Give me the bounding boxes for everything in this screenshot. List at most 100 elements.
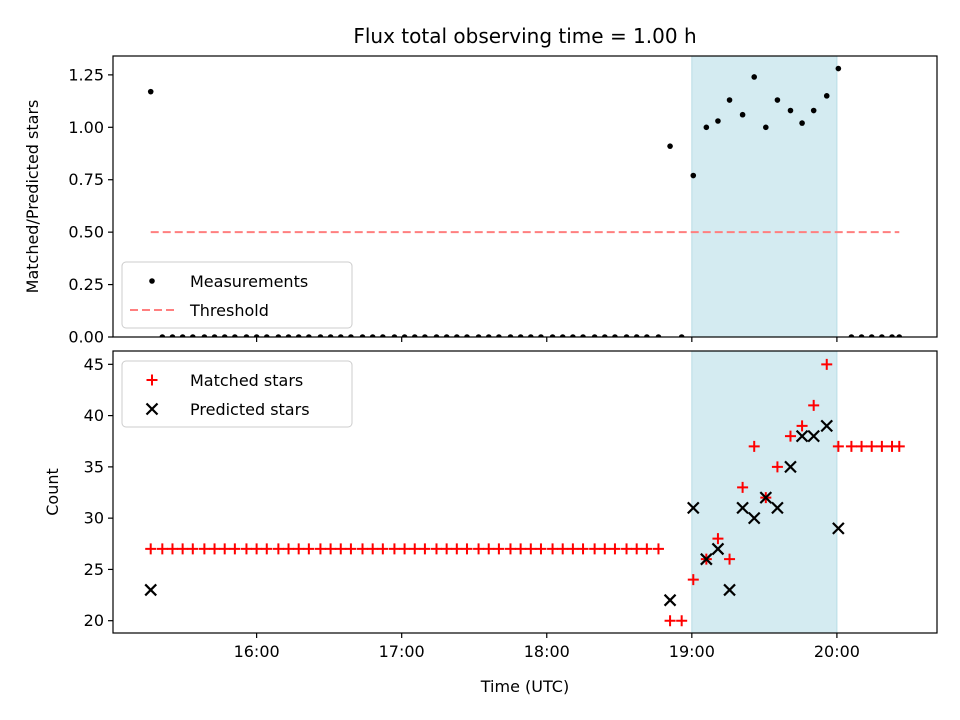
top-measurements-point-66 [868,334,875,337]
x-tick-label-3: 19:00 [669,642,715,661]
top-measurements-point-18 [337,334,344,337]
bottom-predicted-stars-point-5 [723,583,736,597]
top-measurements-point-8 [232,334,238,337]
bottom-matched-stars-point-0 [145,543,157,555]
top-measurements-point-14 [295,334,302,337]
bottom-matched-stars-point-31 [473,543,485,555]
bottom-matched-stars-point-20 [357,543,369,555]
bottom-matched-stars-point-63 [832,440,844,452]
top-measurements-point-10 [253,334,260,337]
bottom-matched-stars-point-6 [209,543,221,555]
top-measurements-point-29 [454,334,460,337]
top-measurements-point-35 [517,334,524,337]
bottom-matched-stars-point-12 [272,543,284,555]
bottom-matched-stars-point-14 [293,543,305,555]
bottom-y-tick-label-3: 35 [84,457,104,476]
bottom-matched-stars-point-55 [737,481,749,493]
x-tick-label-4: 20:00 [814,642,860,661]
top-measurements-point-45 [623,334,630,337]
bottom-matched-stars-point-35 [515,543,527,555]
bottom-predicted-stars-point-7 [747,511,761,525]
bottom-legend-label-predicted-stars: Predicted stars [190,400,310,419]
top-measurements-point-63 [835,65,842,72]
bottom-matched-stars-point-15 [303,543,315,555]
bottom-axes-frame [112,350,938,634]
top-measurements-point-54 [726,97,733,103]
top-y-tick-label-4: 1.00 [68,118,104,137]
top-y-tick-label-5: 1.25 [68,65,104,84]
top-measurements-point-34 [507,334,514,337]
bottom-legend: Matched stars Predicted stars [121,360,353,428]
top-measurements-point-22 [380,334,386,337]
top-measurements-point-56 [751,74,758,80]
top-measurements-point-69 [896,334,903,337]
bottom-matched-stars-point-4 [187,543,199,555]
bottom-matched-stars-point-61 [808,399,820,411]
top-measurements-point-52 [703,124,710,131]
top-measurements-point-27 [433,334,440,337]
top-measurements-point-50 [678,334,685,337]
bottom-matched-stars-point-44 [609,543,621,555]
top-measurements-point-55 [739,111,746,118]
bottom-predicted-stars-point-10 [784,460,797,474]
bottom-matched-stars-point-27 [431,543,443,555]
top-measurements-point-53 [715,118,721,124]
bottom-matched-stars-point-8 [229,543,241,555]
bottom-matched-stars-point-30 [461,543,473,555]
bottom-matched-stars-point-36 [525,543,537,555]
bottom-matched-stars-point-21 [367,543,379,555]
bottom-y-tick-label-4: 40 [84,406,104,425]
top-measurements-point-47 [644,334,650,337]
top-legend: Measurements Threshold [121,261,353,329]
bottom-matched-stars-point-23 [388,543,400,555]
bottom-highlight-span [691,350,838,634]
bottom-matched-stars-point-67 [876,440,888,452]
top-measurements-point-40 [570,334,576,337]
top-measurements-point-6 [211,334,218,337]
top-y-tick-label-3: 0.75 [68,170,104,189]
top-measurements-point-32 [485,334,492,337]
top-measurements-point-46 [633,334,640,337]
top-measurements-point-3 [179,334,186,337]
top-y-tick-label-2: 0.50 [68,223,104,242]
top-measurements-point-20 [359,334,366,337]
top-measurements-point-13 [285,334,292,337]
top-measurements-point-28 [443,334,450,337]
bottom-matched-stars-point-18 [335,543,347,555]
top-highlight-span [691,55,838,338]
top-measurements-point-33 [496,334,502,337]
bottom-matched-stars-point-59 [784,430,796,442]
top-measurements-point-67 [879,334,885,337]
bottom-matched-stars-point-69 [893,440,905,452]
top-legend-label-threshold: Threshold [189,301,269,320]
x-tick-label-1: 17:00 [379,642,425,661]
bottom-legend-marker-matched-stars [146,374,158,386]
bottom-predicted-stars-point-1 [663,593,677,607]
bottom-y-tick-label-2: 30 [84,509,104,528]
bottom-matched-stars-point-16 [314,543,326,555]
top-measurements-point-24 [401,334,408,337]
top-panel-ratio: 0.00 0.25 0.50 0.75 1.00 1.25 Matched/Predicte… [23,55,938,347]
top-measurements-point-11 [263,334,270,337]
bottom-matched-stars-point-22 [377,543,389,555]
bottom-matched-stars-point-58 [771,461,783,473]
bottom-matched-stars-point-43 [599,543,611,555]
bottom-matched-stars-point-25 [409,543,421,555]
bottom-matched-stars-point-1 [156,543,168,555]
bottom-matched-stars-point-5 [198,543,210,555]
top-measurements-point-1 [159,334,166,337]
bottom-predicted-stars-point-3 [700,552,713,566]
top-measurements-point-12 [275,334,282,337]
bottom-matched-stars-point-3 [177,543,189,555]
top-measurements-point-58 [774,97,781,103]
top-measurements-point-68 [889,334,895,337]
bottom-matched-stars-point-33 [493,543,505,555]
top-measurements-point-41 [580,334,586,337]
bottom-predicted-stars-point-12 [807,429,820,443]
top-measurements-point-48 [655,334,662,337]
top-measurements-point-15 [306,334,312,337]
bottom-matched-stars-point-48 [652,543,664,555]
top-measurements-point-39 [559,334,566,337]
top-measurements-point-57 [763,124,769,131]
